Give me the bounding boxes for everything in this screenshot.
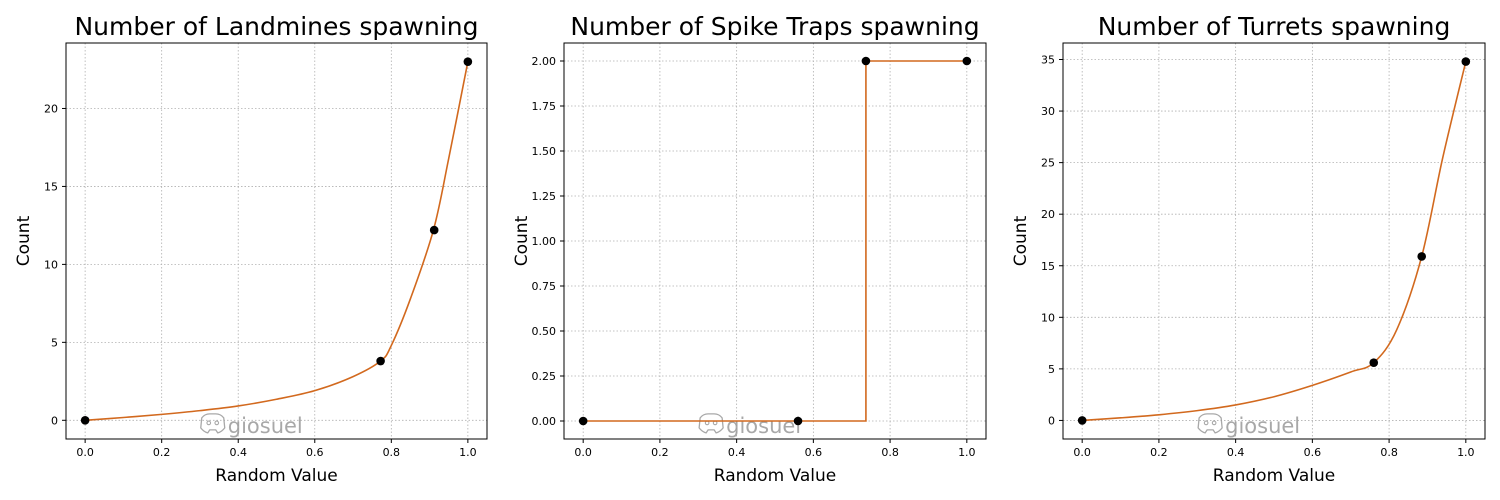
data-point <box>1461 57 1471 66</box>
watermark-text: giosuel <box>1225 414 1300 438</box>
x-tick-label: 0.8 <box>881 446 899 459</box>
data-point <box>578 416 588 426</box>
y-tick-label: 2.00 <box>532 55 557 68</box>
x-axis-label: Random Value <box>1213 466 1335 486</box>
y-axis-label: Count <box>1011 215 1031 266</box>
y-tick-label: 0.75 <box>532 280 557 293</box>
x-tick-label: 0.6 <box>1304 446 1322 459</box>
y-tick-label: 15 <box>44 180 58 193</box>
data-point <box>861 56 871 66</box>
x-tick-label: 0.2 <box>153 446 171 459</box>
x-axis-label: Random Value <box>215 466 337 486</box>
discord-icon-eye <box>1211 420 1217 426</box>
x-tick-label: 0.0 <box>76 446 94 459</box>
x-tick-label: 0.8 <box>1380 446 1398 459</box>
x-tick-label: 0.0 <box>574 446 592 459</box>
y-axis-label: Count <box>14 215 34 266</box>
y-tick-label: 0.50 <box>532 325 557 338</box>
discord-icon <box>200 413 226 434</box>
y-tick-label: 5 <box>1048 363 1055 376</box>
series-curve <box>1082 61 1467 422</box>
y-tick-label: 0 <box>1048 414 1055 427</box>
discord-icon-outline <box>1197 413 1223 434</box>
y-tick-label: 30 <box>1041 105 1055 118</box>
data-point <box>80 415 90 425</box>
discord-icon <box>1197 413 1223 434</box>
plot-frame <box>65 42 488 440</box>
discord-icon-eye <box>206 420 212 426</box>
data-point <box>376 356 385 366</box>
x-tick-label: 0.2 <box>1150 446 1168 459</box>
series-curve <box>85 61 469 422</box>
chart-title: Number of Turrets spawning <box>1098 12 1451 41</box>
data-point <box>962 56 972 66</box>
x-tick-label: 0.6 <box>805 446 823 459</box>
y-tick-label: 10 <box>1041 311 1055 324</box>
x-tick-label: 1.0 <box>1457 446 1475 459</box>
chart-title: Number of Spike Traps spawning <box>570 12 979 41</box>
watermark: giosuel <box>200 413 303 438</box>
x-tick-label: 0.4 <box>229 446 247 459</box>
y-tick-label: 0 <box>51 414 58 427</box>
discord-icon-outline <box>200 413 226 434</box>
watermark: giosuel <box>698 413 801 438</box>
x-tick-label: 1.0 <box>459 446 477 459</box>
y-tick-label: 0.25 <box>532 370 557 383</box>
x-tick-label: 0.2 <box>651 446 669 459</box>
x-tick-label: 0.4 <box>1227 446 1245 459</box>
chart-panel-2: giosuel 0.0 0.2 0.4 0.6 0.8 1.0 0.00 0.25 0.50 0.7… <box>512 12 987 486</box>
x-tick-label: 0.6 <box>306 446 324 459</box>
discord-icon <box>698 413 724 434</box>
discord-icon-eye <box>214 420 220 426</box>
y-tick-label: 1.50 <box>532 145 557 158</box>
x-tick-label: 0.0 <box>1073 446 1091 459</box>
data-point <box>1417 252 1426 261</box>
y-tick-label: 5 <box>51 336 58 349</box>
x-tick-label: 1.0 <box>958 446 976 459</box>
watermark-text: giosuel <box>726 414 801 438</box>
plot-frame <box>1062 42 1486 440</box>
watermark: giosuel <box>1197 413 1300 438</box>
y-tick-label: 1.25 <box>532 190 557 203</box>
x-tick-label: 0.8 <box>383 446 401 459</box>
x-axis-label: Random Value <box>714 466 836 486</box>
watermark-text: giosuel <box>228 414 303 438</box>
y-tick-label: 20 <box>44 102 58 115</box>
data-point <box>429 225 439 235</box>
y-tick-label: 1.00 <box>532 235 557 248</box>
chart-title: Number of Landmines spawning <box>74 12 478 41</box>
chart-panel-3: giosuel 0.0 0.2 0.4 0.6 0.8 1.0 0 5 10 15 20 25 30 35 N… <box>1011 12 1486 486</box>
discord-icon-outline <box>698 413 724 434</box>
data-point <box>793 416 803 426</box>
y-tick-label: 20 <box>1041 208 1055 221</box>
y-axis-label: Count <box>512 215 532 266</box>
data-point <box>1077 416 1087 425</box>
data-point <box>1369 358 1379 367</box>
y-tick-label: 1.75 <box>532 100 557 113</box>
discord-icon-eye <box>1203 420 1209 426</box>
y-tick-label: 10 <box>44 258 58 271</box>
y-tick-label: 0.00 <box>532 415 557 428</box>
plot-frame <box>563 42 987 440</box>
y-tick-label: 35 <box>1041 54 1055 67</box>
chart-panel-1: giosuel 0.0 0.2 0.4 0.6 0.8 1.0 0 5 10 15 20 Number … <box>14 12 488 486</box>
y-tick-label: 15 <box>1041 260 1055 273</box>
y-tick-label: 25 <box>1041 157 1055 170</box>
x-tick-label: 0.4 <box>728 446 746 459</box>
series-curve <box>583 60 967 422</box>
data-point <box>463 57 473 67</box>
